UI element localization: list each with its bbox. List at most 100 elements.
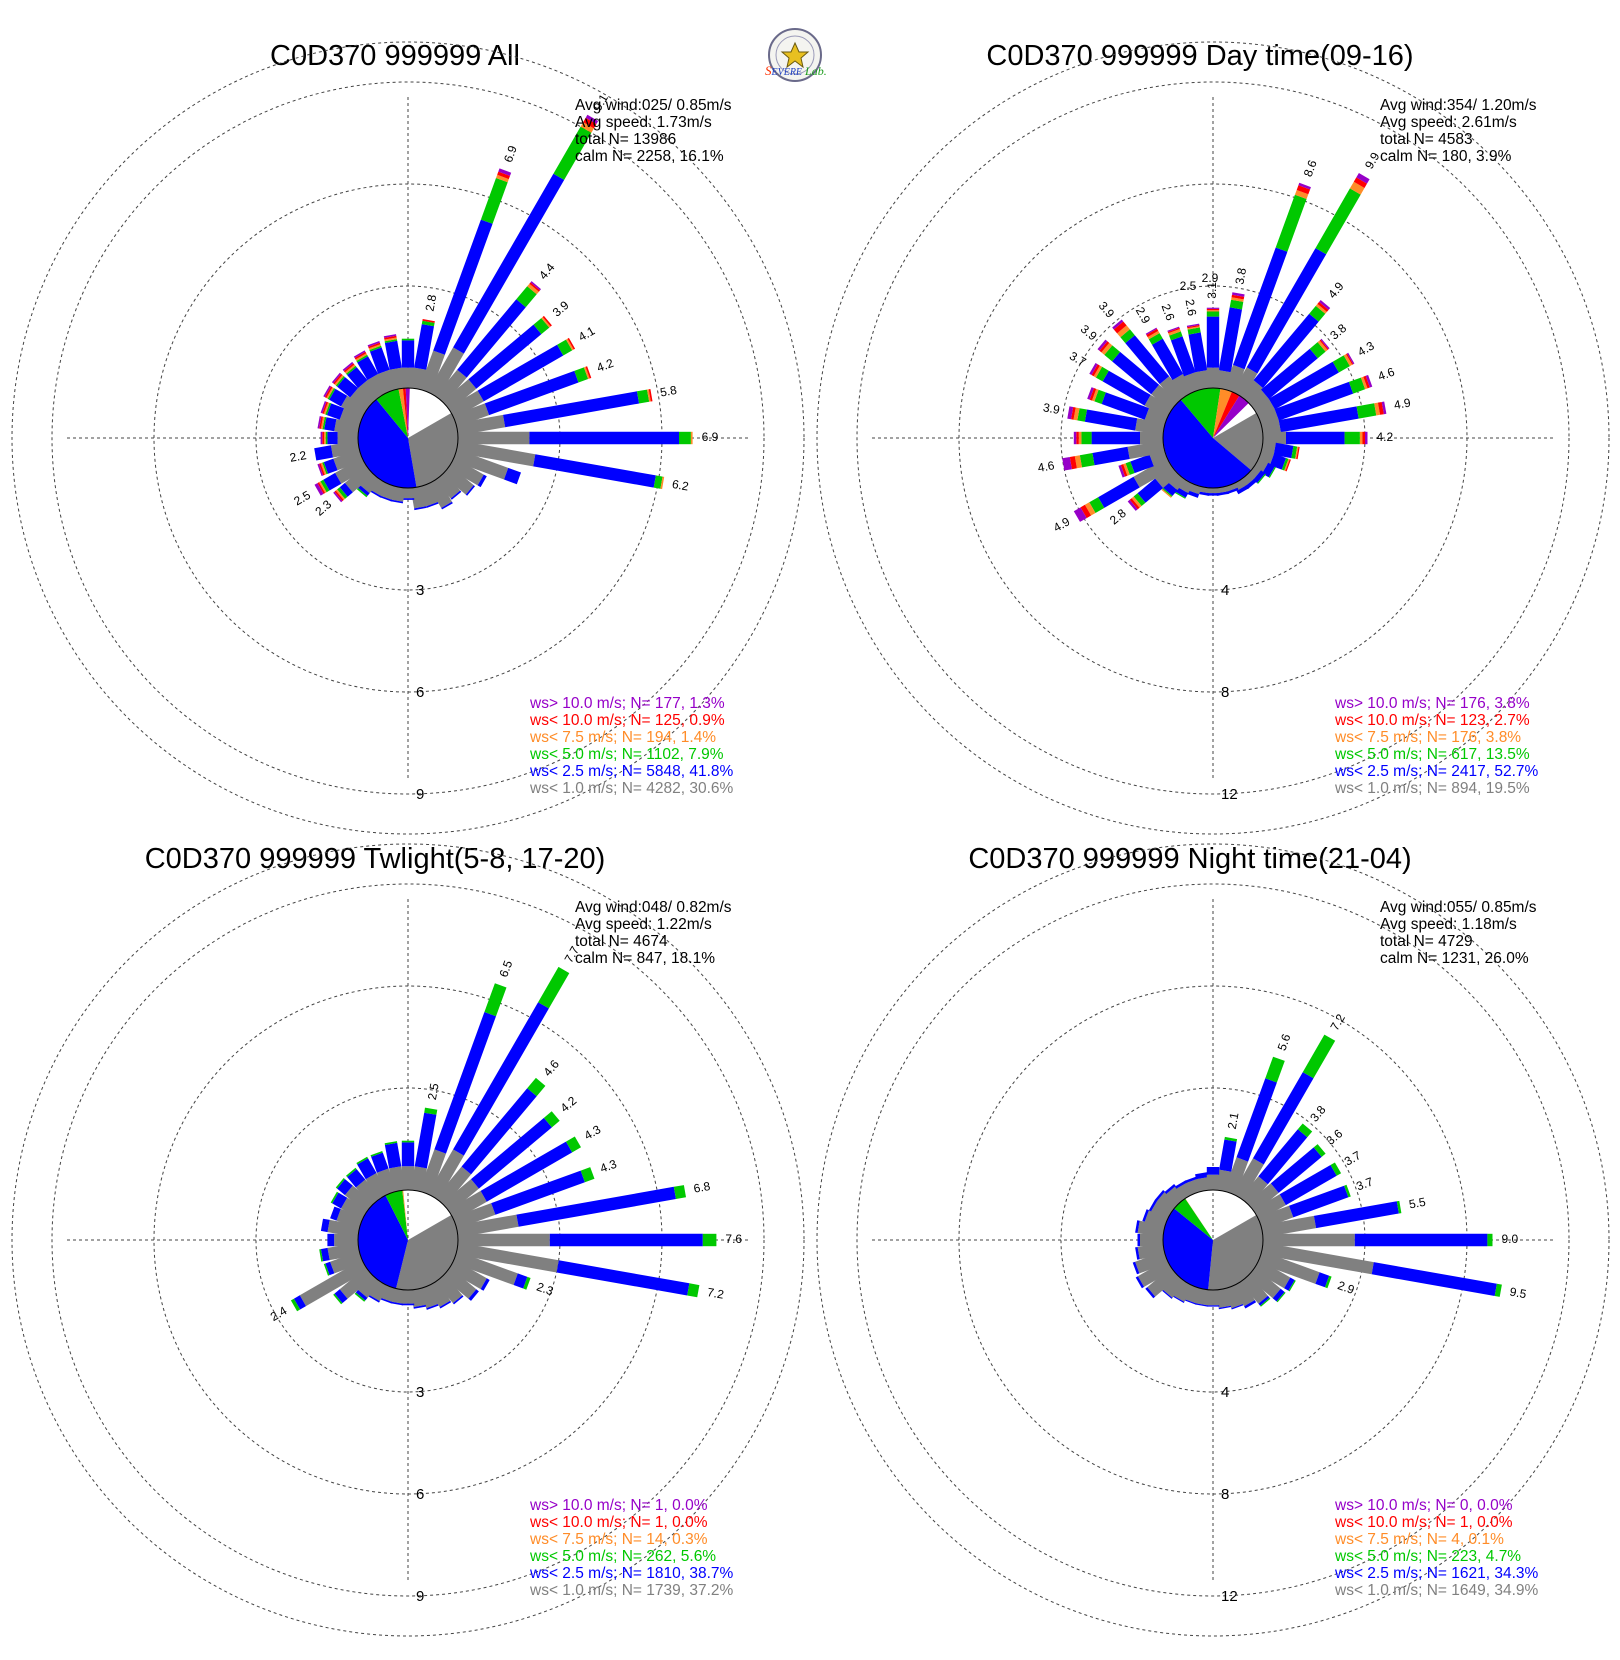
- bar-segment: [435, 1166, 472, 1206]
- bar-dir-360: [1206, 307, 1220, 388]
- bar-segment: [1133, 457, 1173, 488]
- bar-segment: [1295, 446, 1299, 459]
- bar-segment: [1206, 1305, 1220, 1307]
- bar-segment: [331, 372, 342, 384]
- bar-segment: [553, 126, 592, 180]
- bar-dir-130: [1247, 1267, 1286, 1303]
- bar-dir-140: [435, 472, 462, 500]
- bar-segment: [384, 340, 402, 370]
- bar-segment: [421, 320, 435, 327]
- bar-segment: [337, 487, 348, 499]
- bar-segment: [346, 1167, 357, 1177]
- bar-dir-100: [1261, 1242, 1502, 1297]
- bar-dir-30: [1232, 173, 1370, 398]
- bar-segment: [442, 1179, 479, 1213]
- legend-entry: ws< 5.0 m/s; N= 1102, 7.9%: [529, 746, 724, 763]
- stat-line: Avg speed: 2.61m/s: [1380, 114, 1517, 131]
- stat-line: Avg speed: 1.18m/s: [1380, 916, 1517, 933]
- bar-label: 5.5: [1408, 1195, 1427, 1212]
- bar-dir-250: [1132, 1251, 1169, 1275]
- bar-segment: [1268, 361, 1339, 410]
- bar-segment: [1120, 464, 1128, 477]
- bar-dir-50: [442, 315, 552, 411]
- bar-segment: [1195, 1303, 1208, 1307]
- bar-segment: [337, 1179, 353, 1196]
- bar-segment: [556, 1260, 690, 1296]
- bar-label: 2.8: [1107, 506, 1129, 528]
- bar-segment: [334, 1233, 358, 1247]
- windrose-panel-4: C0D370 999999 Night time(21-04) 4 8 12 2.1 5.…: [816, 843, 1610, 1637]
- lab-logo: SEVERE Lab.: [765, 28, 827, 82]
- center-pie: [357, 387, 459, 489]
- bar-segment: [327, 388, 336, 400]
- bar-segment: [527, 283, 539, 295]
- bar-label: 6.5: [496, 958, 515, 979]
- bar-segment: [376, 1168, 397, 1196]
- legend-entry: ws< 2.5 m/s; N= 1810, 38.7%: [529, 1565, 734, 1582]
- bar-segment: [453, 1002, 549, 1156]
- bar-segment: [427, 1280, 451, 1307]
- pie-outline: [1162, 1189, 1264, 1291]
- bar-segment: [1258, 1129, 1308, 1185]
- bar-segment: [325, 1261, 335, 1276]
- bar-segment: [448, 390, 484, 419]
- bar-label: 2.3: [312, 497, 334, 519]
- bar-segment: [452, 1251, 518, 1285]
- bar-segment: [1137, 1242, 1165, 1260]
- pie-slice: [1180, 388, 1221, 438]
- bar-segment: [1097, 339, 1108, 351]
- bar-segment: [368, 344, 381, 350]
- stat-line: Avg speed: 1.73m/s: [575, 114, 712, 131]
- pie-slice: [398, 388, 408, 438]
- bar-dir-20: [1224, 182, 1311, 394]
- bar-segment: [323, 472, 342, 491]
- bar-segment: [1135, 1247, 1140, 1260]
- bar-segment: [339, 1267, 374, 1299]
- bar-segment: [442, 465, 474, 495]
- bar-segment: [384, 335, 397, 340]
- bar-label: 2.5: [291, 488, 313, 509]
- bar-label: 6.9: [702, 430, 719, 444]
- bar-dir-320: [342, 361, 381, 404]
- bar-segment: [1218, 1305, 1232, 1310]
- bar-segment: [1315, 188, 1361, 255]
- bar-segment: [355, 1289, 368, 1301]
- bar-segment: [378, 369, 397, 394]
- bar-dir-260: [314, 440, 360, 461]
- bar-segment: [317, 482, 326, 494]
- bar-dir-360: [401, 338, 415, 388]
- bar-dir-310: [1155, 1190, 1179, 1213]
- bar-segment: [1130, 454, 1154, 474]
- bar-label: 4.3: [598, 1157, 619, 1176]
- bar-dir-100: [456, 1242, 700, 1298]
- bar-segment: [341, 1197, 368, 1221]
- ring-label: 8: [1221, 1486, 1229, 1503]
- bar-segment: [1135, 1276, 1145, 1289]
- bar-dir-250: [323, 1251, 364, 1276]
- bar-segment: [383, 334, 397, 338]
- bar-segment: [566, 338, 574, 351]
- bar-segment: [335, 376, 345, 387]
- bar-segment: [484, 983, 507, 1017]
- bar-segment: [1356, 403, 1377, 419]
- bar-segment: [1265, 1056, 1285, 1083]
- bar-segment: [401, 1166, 415, 1190]
- stat-line: calm N= 180, 3.9%: [1380, 148, 1512, 165]
- legend-entry: ws< 7.5 m/s; N= 4, 0.1%: [1334, 1531, 1504, 1548]
- bar-dir-210: [368, 1280, 389, 1303]
- legend-entry: ws< 2.5 m/s; N= 5848, 41.8%: [529, 763, 734, 780]
- bar-segment: [1257, 1251, 1320, 1284]
- bar-segment: [1240, 380, 1263, 404]
- bar-segment: [679, 431, 691, 445]
- pie-slice: [1213, 413, 1264, 471]
- bar-segment: [1206, 316, 1220, 368]
- bar-segment: [334, 490, 344, 502]
- bar-segment: [516, 1186, 676, 1227]
- bar-segment: [1236, 1078, 1277, 1162]
- bar-segment: [1325, 1275, 1332, 1289]
- bar-label: 2.8: [423, 293, 440, 312]
- bar-segment: [1175, 487, 1189, 498]
- bar-segment: [448, 1259, 487, 1290]
- bar-segment: [491, 1170, 585, 1215]
- bar-label-extra: 2.5: [1180, 279, 1197, 293]
